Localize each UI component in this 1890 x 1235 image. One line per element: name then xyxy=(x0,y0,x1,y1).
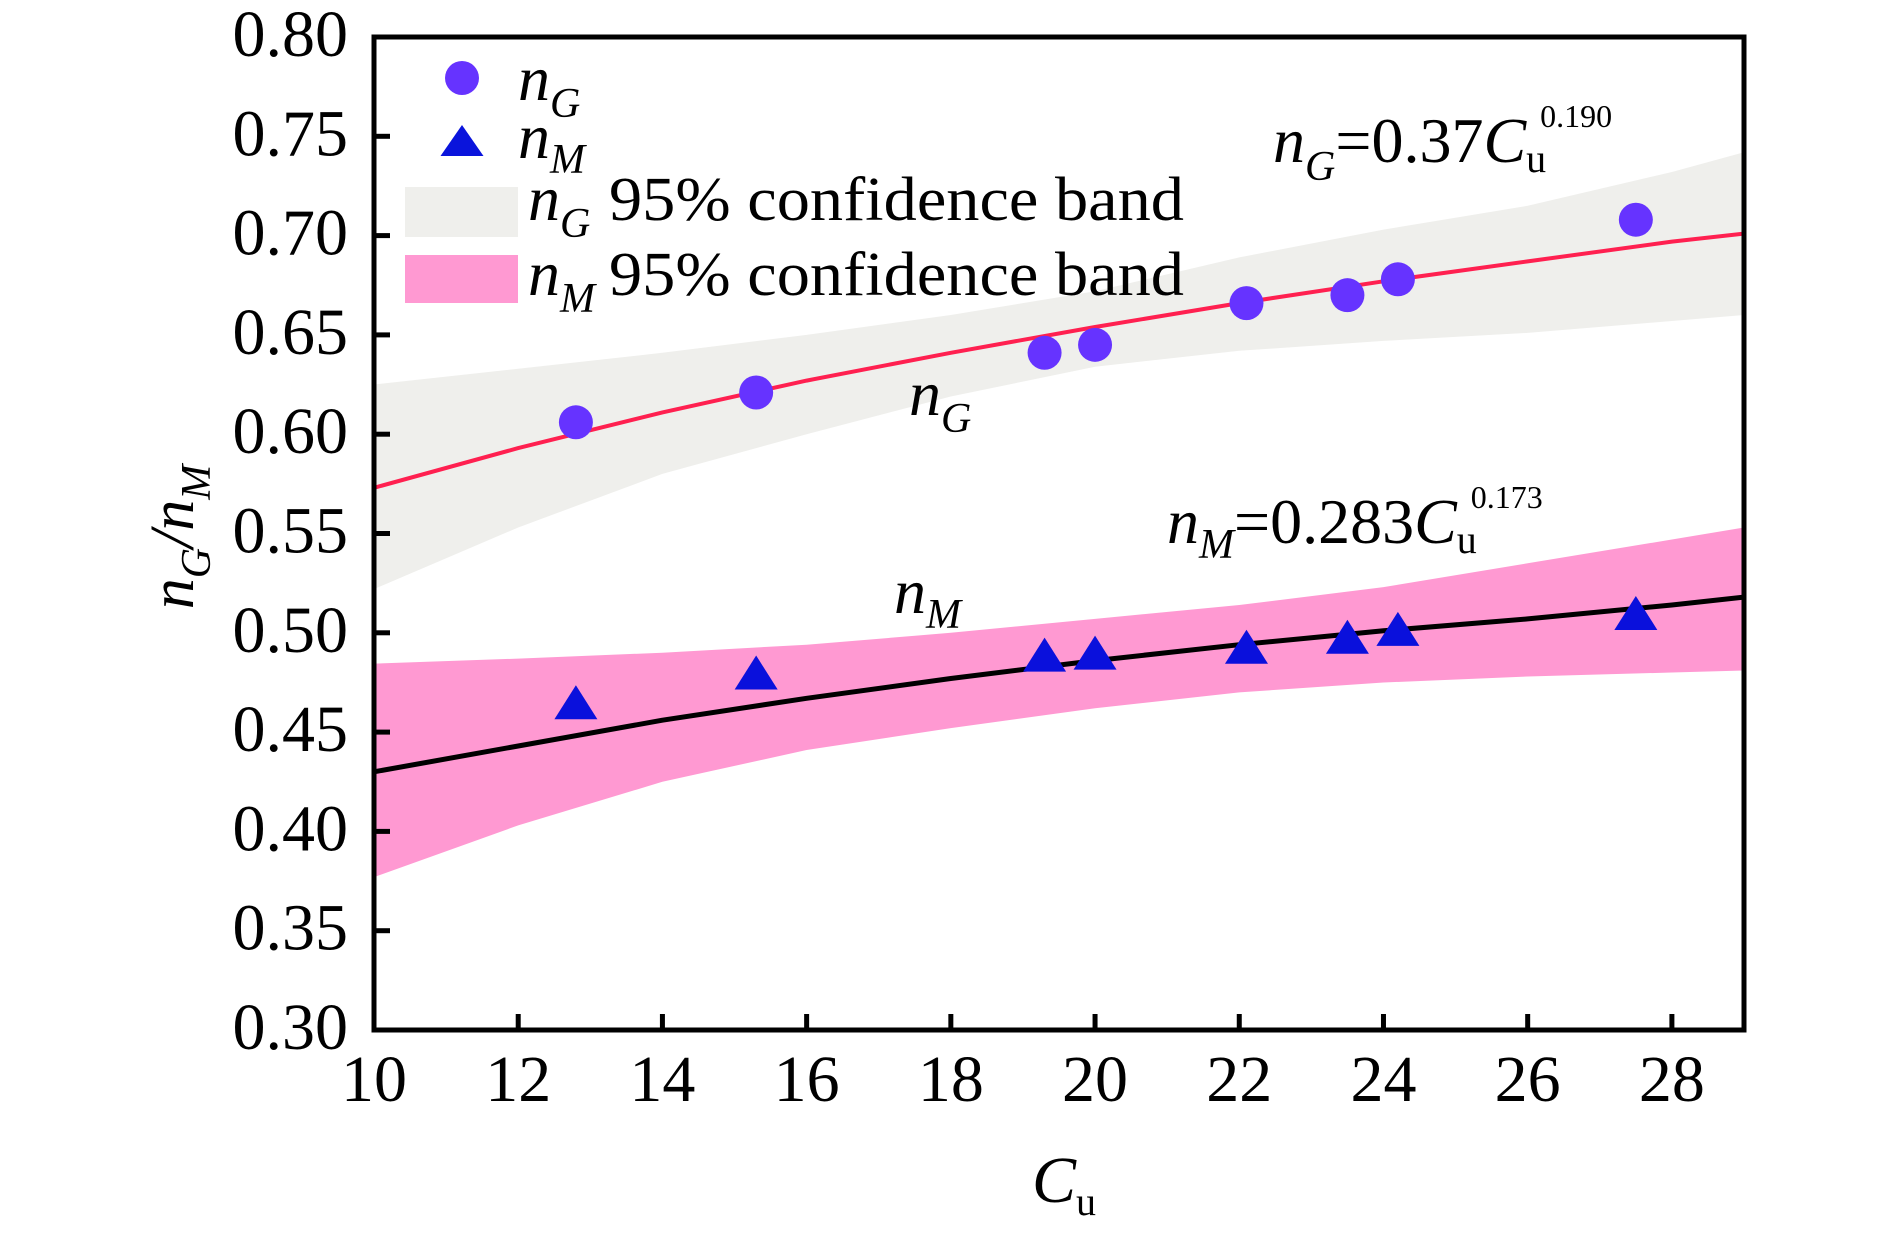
legend-label-subscript: G xyxy=(550,81,580,127)
data-point-triangle xyxy=(734,655,778,690)
x-tick-label: 16 xyxy=(774,1043,840,1116)
y-tick-label: 0.30 xyxy=(233,991,349,1064)
y-axis-title: nG/nM xyxy=(139,463,220,610)
y-tick-label: 0.50 xyxy=(233,594,349,667)
legend-band-text-nm: 95% confidence band xyxy=(609,241,1184,309)
formula-ng-rhs: =0.37 xyxy=(1335,105,1483,176)
curve-label-nm-main: n xyxy=(894,556,926,627)
formula-nm-exponent: 0.173 xyxy=(1471,479,1543,515)
legend-item-ng-band: nG 95% confidence band xyxy=(405,163,1184,247)
legend-label-symbol: n xyxy=(528,163,560,234)
formula-ng-variable: C xyxy=(1483,105,1527,176)
formula-nm: nM=0.283Cu0.173 xyxy=(1167,479,1543,568)
formula-nm-rhs: =0.283 xyxy=(1234,486,1414,557)
plot-background xyxy=(374,37,1744,1030)
x-tick-label: 10 xyxy=(341,1043,407,1116)
fit-line-0 xyxy=(374,231,1744,490)
data-point-triangle xyxy=(1023,637,1067,672)
legend-item-nm-band: nM 95% confidence band xyxy=(405,238,1184,322)
y-tick-label: 0.55 xyxy=(233,495,349,568)
y-tick-labels: 0.30 0.35 0.40 0.45 0.50 0.55 0.60 0.65 0.70 0.75… xyxy=(233,0,349,1064)
data-point-circle xyxy=(558,405,593,440)
formula-ng-lhs-subscript: G xyxy=(1305,144,1335,190)
data-point-circle xyxy=(739,375,774,410)
legend-circle-marker-icon xyxy=(445,61,479,95)
curve-label-ng-subscript: G xyxy=(941,396,971,442)
data-point-circle xyxy=(1618,202,1653,237)
data-point-circle xyxy=(1380,262,1415,297)
data-point-triangle xyxy=(1073,635,1117,670)
data-point-circle xyxy=(1330,278,1365,313)
x-tick-labels: 10 12 14 16 18 20 22 24 26 28 xyxy=(341,1043,1705,1116)
legend-label-subscript: G xyxy=(560,201,590,247)
y-tick-label: 0.75 xyxy=(233,97,349,170)
legend-label-subscript: M xyxy=(549,137,587,183)
formula-ng: nG=0.37Cu0.190 xyxy=(1273,98,1612,190)
legend-label-symbol: n xyxy=(518,43,550,114)
formula-ng-lhs: n xyxy=(1273,105,1305,176)
data-point-circle xyxy=(1078,327,1113,362)
legend-band-symbol-ng: nG xyxy=(528,163,590,247)
x-tick-label: 20 xyxy=(1062,1043,1128,1116)
curve-label-ng-main: n xyxy=(909,358,941,429)
y-tick-label: 0.65 xyxy=(233,296,349,369)
data-point-circle xyxy=(1027,335,1062,370)
legend-band-text-ng: 95% confidence band xyxy=(609,166,1184,234)
legend-label-symbol: n xyxy=(518,101,550,172)
confidence-band-1 xyxy=(374,527,1744,878)
plot-frame xyxy=(371,34,1747,1033)
data-point-triangle xyxy=(1376,611,1420,646)
y-axis-title-sub2: M xyxy=(174,463,220,501)
curve-label-nm: nM xyxy=(894,556,963,638)
legend-label-nm: nM xyxy=(518,101,587,183)
data-point-triangle xyxy=(1224,629,1268,664)
y-tick-label: 0.45 xyxy=(233,693,349,766)
formula-ng-exponent: 0.190 xyxy=(1540,98,1612,134)
x-tick-label: 22 xyxy=(1206,1043,1272,1116)
data-point-triangle xyxy=(1614,595,1658,630)
x-tick-label: 24 xyxy=(1350,1043,1416,1116)
y-tick-label: 0.80 xyxy=(233,0,349,71)
legend-item-ng-points: nG xyxy=(445,43,580,127)
curve-label-ng: nG xyxy=(909,358,971,442)
legend-triangle-marker-icon xyxy=(440,125,484,156)
y-tick-label: 0.60 xyxy=(233,395,349,468)
data-point-triangle xyxy=(1325,619,1369,654)
x-tick-label: 14 xyxy=(629,1043,695,1116)
legend-label-symbol: n xyxy=(528,238,560,309)
legend-band-symbol-nm: nM xyxy=(528,238,597,322)
legend-swatch-nm-band xyxy=(405,255,518,303)
x-axis-title: Cu xyxy=(1032,1144,1096,1224)
confidence-band-0 xyxy=(374,152,1744,590)
y-tick-label: 0.40 xyxy=(233,792,349,865)
x-tick-label: 28 xyxy=(1639,1043,1705,1116)
curve-label-nm-subscript: M xyxy=(925,592,963,638)
data-points xyxy=(554,202,1658,720)
formula-nm-lhs: n xyxy=(1167,486,1199,557)
formula-nm-variable: C xyxy=(1414,486,1458,557)
legend-swatch-ng-band xyxy=(405,187,518,237)
y-tick-label: 0.35 xyxy=(233,892,349,965)
y-axis-title-text: nG/nM xyxy=(139,463,220,610)
data-point-triangle xyxy=(554,685,598,720)
x-axis-title-main: C xyxy=(1032,1144,1077,1217)
formula-nm-lhs-subscript: M xyxy=(1198,522,1236,568)
x-axis-title-subscript: u xyxy=(1076,1179,1096,1224)
confidence-bands xyxy=(374,152,1744,878)
formula-ng-variable-subscript: u xyxy=(1526,136,1546,181)
legend-item-nm-points: nM xyxy=(440,101,587,183)
formula-nm-variable-subscript: u xyxy=(1457,517,1477,562)
x-tick-label: 18 xyxy=(918,1043,984,1116)
legend-label-subscript: M xyxy=(559,276,597,322)
y-axis-title-sub1: G xyxy=(174,548,220,578)
x-tick-label: 26 xyxy=(1495,1043,1561,1116)
y-axis-title-n1: n xyxy=(139,578,207,609)
legend-label-ng: nG xyxy=(518,43,580,127)
x-tick-label: 12 xyxy=(485,1043,551,1116)
y-axis-title-n2: n xyxy=(139,500,207,531)
legend: nG nM nG 95% confidence band nM 95% conf… xyxy=(405,43,1184,322)
y-tick-label: 0.70 xyxy=(233,197,349,270)
data-point-circle xyxy=(1229,286,1264,321)
